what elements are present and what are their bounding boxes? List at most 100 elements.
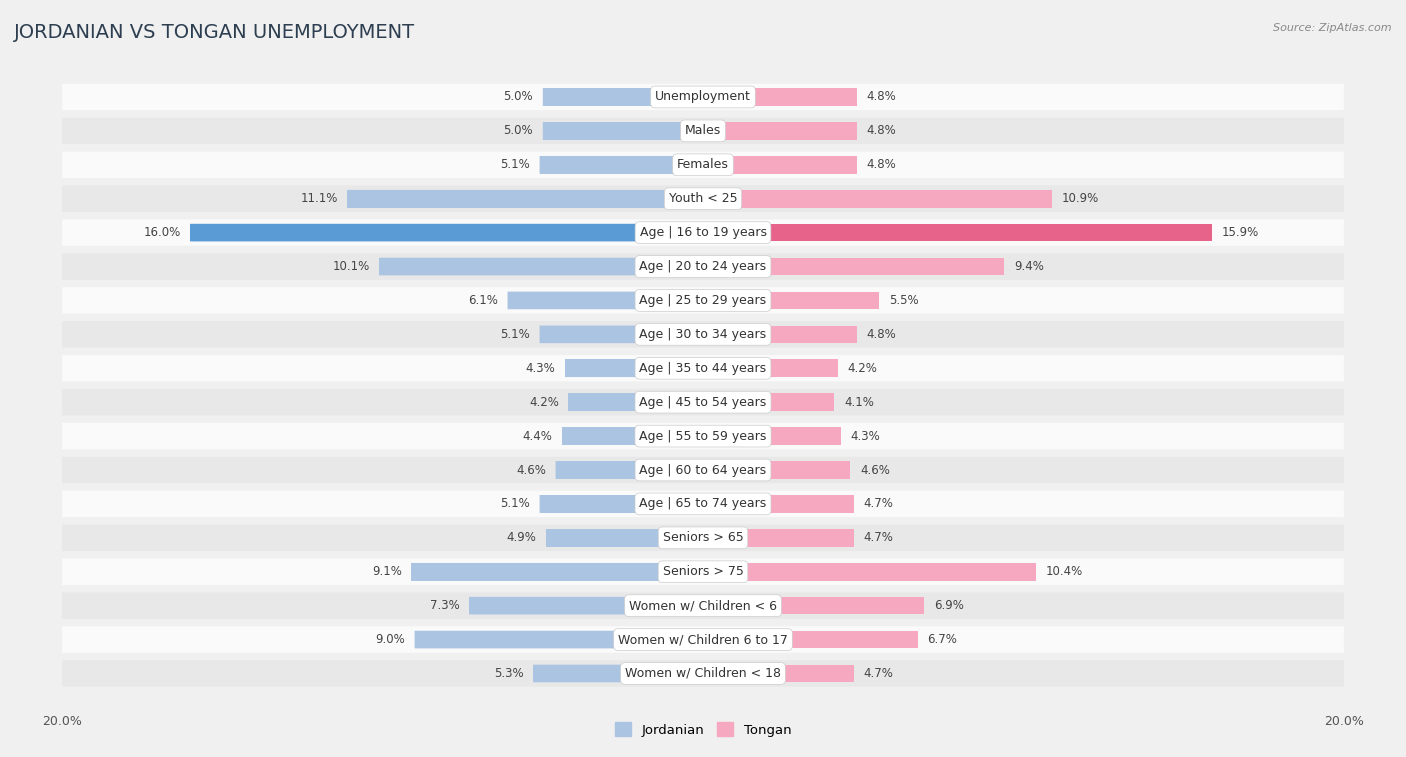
Text: Seniors > 75: Seniors > 75	[662, 565, 744, 578]
Bar	[555, 461, 703, 479]
FancyBboxPatch shape	[62, 660, 1344, 687]
FancyBboxPatch shape	[62, 254, 1344, 280]
Text: Age | 65 to 74 years: Age | 65 to 74 years	[640, 497, 766, 510]
FancyBboxPatch shape	[555, 461, 703, 479]
FancyBboxPatch shape	[347, 190, 703, 207]
Bar	[703, 224, 1212, 241]
Text: 16.0%: 16.0%	[143, 226, 181, 239]
FancyBboxPatch shape	[62, 626, 1344, 653]
Bar	[540, 326, 703, 343]
Text: 15.9%: 15.9%	[1222, 226, 1260, 239]
Text: 10.1%: 10.1%	[332, 260, 370, 273]
Text: 5.0%: 5.0%	[503, 90, 533, 104]
Bar	[703, 156, 856, 173]
Bar	[190, 224, 703, 241]
Text: 4.7%: 4.7%	[863, 667, 893, 680]
Bar	[703, 495, 853, 512]
Bar	[543, 88, 703, 106]
Text: JORDANIAN VS TONGAN UNEMPLOYMENT: JORDANIAN VS TONGAN UNEMPLOYMENT	[14, 23, 415, 42]
Text: Youth < 25: Youth < 25	[669, 192, 737, 205]
Text: Women w/ Children 6 to 17: Women w/ Children 6 to 17	[619, 633, 787, 646]
Text: 6.1%: 6.1%	[468, 294, 498, 307]
Bar	[703, 461, 851, 479]
Text: 4.2%: 4.2%	[529, 396, 558, 409]
Text: 10.9%: 10.9%	[1062, 192, 1099, 205]
Bar	[703, 190, 1052, 207]
Text: 10.4%: 10.4%	[1046, 565, 1083, 578]
Text: 4.7%: 4.7%	[863, 497, 893, 510]
FancyBboxPatch shape	[62, 456, 1344, 483]
Bar	[568, 394, 703, 411]
Bar	[703, 326, 856, 343]
Text: 9.4%: 9.4%	[1014, 260, 1043, 273]
Text: Age | 16 to 19 years: Age | 16 to 19 years	[640, 226, 766, 239]
Text: 5.1%: 5.1%	[501, 328, 530, 341]
FancyBboxPatch shape	[62, 559, 1344, 585]
Bar	[703, 291, 879, 310]
FancyBboxPatch shape	[190, 224, 703, 241]
Text: 4.7%: 4.7%	[863, 531, 893, 544]
FancyBboxPatch shape	[543, 122, 703, 140]
Bar	[703, 563, 1036, 581]
Bar	[703, 597, 924, 615]
Bar	[703, 122, 856, 140]
Text: 4.8%: 4.8%	[866, 158, 896, 171]
Bar	[703, 529, 853, 547]
FancyBboxPatch shape	[540, 326, 703, 343]
Text: 5.3%: 5.3%	[494, 667, 523, 680]
FancyBboxPatch shape	[533, 665, 703, 682]
FancyBboxPatch shape	[540, 495, 703, 512]
FancyBboxPatch shape	[62, 593, 1344, 619]
Text: 5.5%: 5.5%	[889, 294, 918, 307]
Bar	[703, 427, 841, 445]
Text: 4.9%: 4.9%	[506, 531, 536, 544]
Text: 4.3%: 4.3%	[526, 362, 555, 375]
FancyBboxPatch shape	[62, 389, 1344, 416]
Text: 9.0%: 9.0%	[375, 633, 405, 646]
FancyBboxPatch shape	[412, 563, 703, 581]
Bar	[540, 156, 703, 173]
Text: Source: ZipAtlas.com: Source: ZipAtlas.com	[1274, 23, 1392, 33]
Legend: Jordanian, Tongan: Jordanian, Tongan	[610, 717, 796, 742]
FancyBboxPatch shape	[62, 220, 1344, 246]
FancyBboxPatch shape	[62, 151, 1344, 178]
Text: Unemployment: Unemployment	[655, 90, 751, 104]
Text: 4.3%: 4.3%	[851, 429, 880, 443]
FancyBboxPatch shape	[565, 360, 703, 377]
FancyBboxPatch shape	[562, 427, 703, 445]
FancyBboxPatch shape	[62, 185, 1344, 212]
Bar	[703, 360, 838, 377]
Text: Women w/ Children < 18: Women w/ Children < 18	[626, 667, 780, 680]
FancyBboxPatch shape	[62, 423, 1344, 450]
Text: 5.1%: 5.1%	[501, 158, 530, 171]
Bar	[533, 665, 703, 682]
Text: Age | 35 to 44 years: Age | 35 to 44 years	[640, 362, 766, 375]
Text: Age | 20 to 24 years: Age | 20 to 24 years	[640, 260, 766, 273]
Bar	[703, 665, 853, 682]
Text: Females: Females	[678, 158, 728, 171]
Text: 7.3%: 7.3%	[430, 599, 460, 612]
Bar	[703, 257, 1004, 276]
Text: Women w/ Children < 6: Women w/ Children < 6	[628, 599, 778, 612]
Text: 11.1%: 11.1%	[301, 192, 337, 205]
Text: 5.1%: 5.1%	[501, 497, 530, 510]
Bar	[703, 631, 918, 649]
Text: 4.6%: 4.6%	[516, 463, 546, 476]
Text: 4.8%: 4.8%	[866, 124, 896, 137]
Bar	[546, 529, 703, 547]
Text: 4.8%: 4.8%	[866, 90, 896, 104]
Text: Age | 60 to 64 years: Age | 60 to 64 years	[640, 463, 766, 476]
Text: 6.7%: 6.7%	[928, 633, 957, 646]
Text: 4.2%: 4.2%	[848, 362, 877, 375]
Text: Seniors > 65: Seniors > 65	[662, 531, 744, 544]
Text: 5.0%: 5.0%	[503, 124, 533, 137]
FancyBboxPatch shape	[62, 84, 1344, 111]
Bar	[415, 631, 703, 649]
FancyBboxPatch shape	[62, 525, 1344, 551]
Bar	[565, 360, 703, 377]
Bar	[703, 88, 856, 106]
Text: 4.4%: 4.4%	[523, 429, 553, 443]
FancyBboxPatch shape	[415, 631, 703, 649]
FancyBboxPatch shape	[62, 117, 1344, 144]
Text: 4.6%: 4.6%	[860, 463, 890, 476]
